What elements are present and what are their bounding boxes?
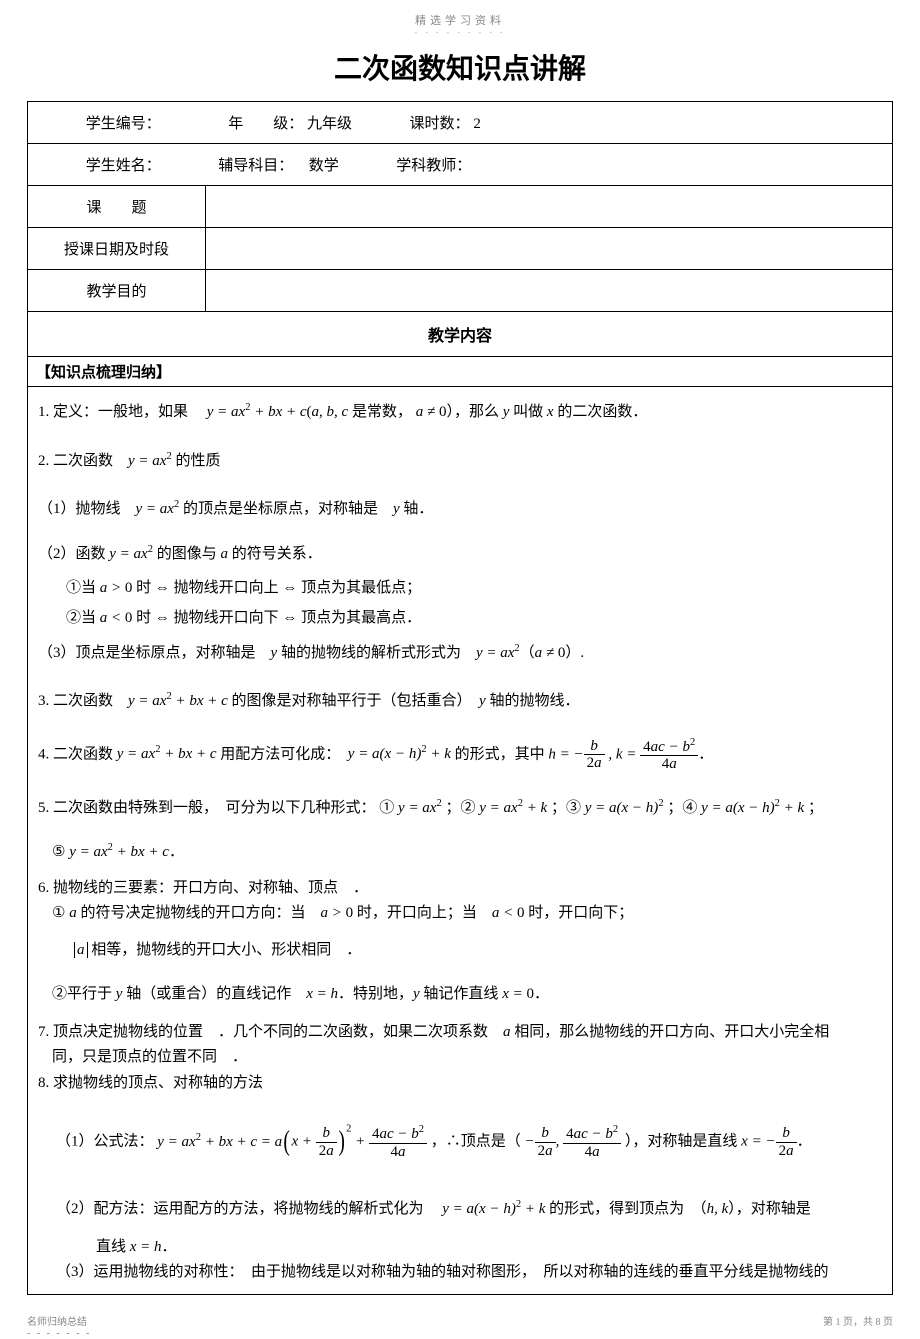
item-1: 1. 定义：一般地，如果 y = ax2 + bx + c(a, b, c 是常… [38,395,882,430]
t: 是常数， [348,404,412,420]
t: 的符号决定抛物线的开口方向：当 [77,905,321,921]
content-header: 教学内容 [28,312,893,357]
t: 的图像是对称轴平行于（包括重合） [228,693,479,709]
t: 轴（或重合）的直线记作 [122,986,306,1002]
footer-dots: - - - - - - - [27,1328,91,1339]
t: 轴记作直线 [420,986,503,1002]
item-8-2: （2）配方法：运用配方的方法，将抛物线的解析式化为 y = a(x − h)2 … [38,1192,882,1227]
lesson-table: 学生编号： 年 级： 九年级 课时数： 2 学生姓名： 辅导科目： 数学 学科教… [27,101,893,1295]
t: 3. 二次函数 [38,693,128,709]
item-2-2: （2）函数 y = ax2 的图像与 a 的符号关系． [38,537,882,572]
t: （3）顶点是坐标原点，对称轴是 [38,645,271,661]
info-row-2: 学生姓名： 辅导科目： 数学 学科教师： [28,144,893,186]
date-value [206,228,893,270]
date-label: 授课日期及时段 [28,228,206,270]
item-5b: ⑤ y = ax2 + bx + c． [38,835,882,870]
footer-left: 名师归纳总结 [27,1313,91,1328]
t: ②当 [66,610,100,626]
page-header-small: 精选学习资料 [0,12,920,28]
footer-right: 第 1 页，共 8 页 [823,1313,893,1339]
t: （1）抛物线 [38,501,136,517]
t: 的二次函数． [554,404,648,420]
t: 8. 求抛物线的顶点、对称轴的方法 [38,1075,263,1091]
t: 同，只是顶点的位置不同 ． [38,1049,247,1065]
teacher-label: 学科教师： [396,158,471,174]
item-3: 3. 二次函数 y = ax2 + bx + c 的图像是对称轴平行于（包括重合… [38,684,882,719]
item-6b: a 相等，抛物线的开口大小、形状相同 ． [38,933,882,968]
t: 6. 抛物线的三要素：开口方向、对称轴、顶点 ． [38,880,368,896]
t: （3）运用抛物线的对称性： 由于抛物线是以对称轴为轴的轴对称图形， 所以对称轴的… [56,1264,829,1280]
item-8: 8. 求抛物线的顶点、对称轴的方法 [38,1071,882,1097]
topic-value [206,186,893,228]
grade-value: 九年级 [307,116,352,132]
info-row-1: 学生编号： 年 级： 九年级 课时数： 2 [28,102,893,144]
t: ），对称轴是 [728,1201,811,1217]
hours-label: 课时数： [410,116,470,132]
t: 轴． [400,501,434,517]
t: 相等，抛物线的开口大小、形状相同 ． [88,942,362,958]
section-title: 【知识点梳理归纳】 [36,359,171,387]
header-dots: - - - - - - - - - [0,28,920,37]
t: 时 ⇔ 抛物线开口向下 ⇔ 顶点为其最高点． [132,610,421,626]
t: 的形式，得到顶点为 （ [545,1201,706,1217]
item-2-1: （1）抛物线 y = ax2 的顶点是坐标原点，对称轴是 y 轴． [38,492,882,527]
item-4: 4. 二次函数 y = ax2 + bx + c 用配方法可化成： y = a(… [38,737,882,773]
t: 的顶点是坐标原点，对称轴是 [179,501,393,517]
t: ），对称轴是直线 [625,1134,741,1150]
t: ①当 [66,580,100,596]
t: 时，开口向下； [524,905,633,921]
t: ．特别地， [338,986,413,1002]
subject-value: 数学 [309,158,339,174]
item-8-1: （1）公式法： y = ax2 + bx + c = a(x + b2a)2 +… [38,1110,882,1174]
t: 叫做 [509,404,547,420]
t: 5. 二次函数由特殊到一般， 可分为以下几种形式： [38,800,376,816]
t: ① [52,905,69,921]
hours-value: 2 [473,116,481,132]
goal-value [206,270,893,312]
t: 的性质 [172,453,221,469]
t: （ [520,645,535,661]
section-title-cell: 【知识点梳理归纳】 [28,357,893,387]
subject-label: 辅导科目： [218,158,293,174]
goal-label: 教学目的 [28,270,206,312]
page-title: 二次函数知识点讲解 [0,47,920,87]
t: 轴的抛物线． [486,693,580,709]
t: 7. 顶点决定抛物线的位置 ．几个不同的二次函数，如果二次项系数 [38,1024,503,1040]
t: 直线 [96,1239,130,1255]
t: 1. 定义：一般地，如果 [38,404,203,420]
t: ），那么 [446,404,499,420]
grade-label: 年 级： [228,116,303,132]
t: 的图像与 [153,546,221,562]
student-no-label: 学生编号： [86,116,161,132]
t: 的符号关系． [228,546,322,562]
t: ，∴顶点是（ [431,1134,521,1150]
student-name-label: 学生姓名： [86,158,161,174]
item-8-2b: 直线 x = h． [38,1235,882,1261]
t: 时，开口向上；当 [353,905,492,921]
page-footer: 名师归纳总结 - - - - - - - 第 1 页，共 8 页 [27,1313,893,1339]
t: 用配方法可化成： [217,746,348,762]
t: 2. 二次函数 [38,453,128,469]
t: 相同，那么抛物线的开口方向、开口大小完全相 [511,1024,830,1040]
t: 4. 二次函数 [38,746,117,762]
t: ）. [565,645,584,661]
item-2: 2. 二次函数 y = ax2 的性质 [38,444,882,479]
item-6c: ②平行于 y 轴（或重合）的直线记作 x = h．特别地，y 轴记作直线 x =… [38,977,882,1012]
t: （1）公式法： [56,1134,154,1150]
item-2-3: （3）顶点是坐标原点，对称轴是 y 轴的抛物线的解析式形式为 y = ax2（a… [38,636,882,671]
t: 的形式，其中 [451,746,549,762]
t: （2）函数 [38,546,109,562]
item-8-3: （3）运用抛物线的对称性： 由于抛物线是以对称轴为轴的轴对称图形， 所以对称轴的… [38,1260,882,1286]
topic-label: 课 题 [28,186,206,228]
item-5: 5. 二次函数由特殊到一般， 可分为以下几种形式： ① y = ax2 ；② y… [38,791,882,826]
item-2-2-i: ①当 a > 0 时 ⇔ 抛物线开口向上 ⇔ 顶点为其最低点； [38,571,882,606]
t: ②平行于 [52,986,116,1002]
item-7: 7. 顶点决定抛物线的位置 ．几个不同的二次函数，如果二次项系数 a 相同，那么… [38,1020,882,1071]
t: 轴的抛物线的解析式形式为 [277,645,476,661]
t: （2）配方法：运用配方的方法，将抛物线的解析式化为 [56,1201,439,1217]
content-body: 1. 定义：一般地，如果 y = ax2 + bx + c(a, b, c 是常… [28,387,893,1295]
t: 时 ⇔ 抛物线开口向上 ⇔ 顶点为其最低点； [132,580,421,596]
item-6: 6. 抛物线的三要素：开口方向、对称轴、顶点 ． ① a 的符号决定抛物线的开口… [38,876,882,927]
item-2-2-ii: ②当 a < 0 时 ⇔ 抛物线开口向下 ⇔ 顶点为其最高点． [38,606,882,630]
